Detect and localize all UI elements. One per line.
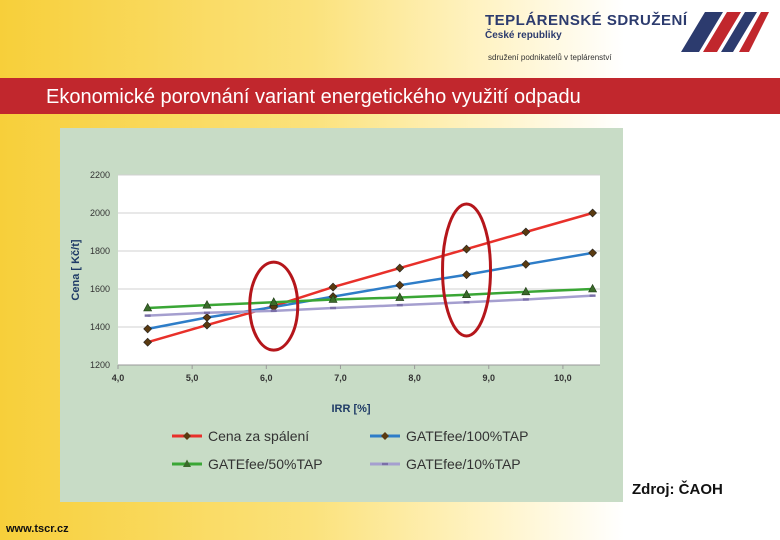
x-tick-label: 9,0 (483, 373, 496, 383)
data-point (588, 248, 598, 258)
data-point (463, 301, 470, 304)
x-tick-label: 5,0 (186, 373, 199, 383)
data-point (588, 283, 598, 293)
legend-marker (183, 432, 191, 440)
highlight-ellipse (248, 260, 300, 352)
chart-panel: 1200 1400 1600 1800 2000 2200 4,0 5,0 6,0 7,0 8,0 9… (60, 128, 623, 502)
data-point (328, 294, 338, 303)
data-point (143, 302, 153, 312)
plot-area (118, 175, 600, 365)
series-2 (143, 283, 598, 312)
logo-org-name: TEPLÁRENSKÉ SDRUŽENÍ (485, 12, 688, 29)
data-point (269, 297, 279, 306)
x-tick-label: 8,0 (408, 373, 421, 383)
legend-item: GATEfee/50%TAP (172, 456, 323, 472)
legend-marker (183, 459, 191, 467)
data-point (202, 320, 212, 330)
data-point (395, 292, 405, 301)
data-point (270, 309, 277, 313)
x-axis-label: IRR [%] (331, 403, 370, 415)
legend-label: GATEfee/100%TAP (406, 428, 528, 444)
series-line (147, 294, 593, 317)
x-tick-label: 4,0 (112, 373, 125, 383)
legend-label: GATEfee/50%TAP (208, 456, 323, 472)
data-point (522, 298, 529, 301)
data-point (521, 286, 531, 296)
data-point (589, 294, 596, 297)
series-line (147, 251, 593, 331)
series-line (147, 287, 593, 310)
highlight-ellipse (441, 202, 493, 338)
legend-item: GATEfee/10%TAP (370, 456, 521, 472)
footer-url[interactable]: www.tscr.cz (6, 523, 69, 535)
source-note: Zdroj: ČAOH (632, 481, 723, 498)
data-point (521, 227, 531, 237)
legend-label: Cena za spálení (208, 428, 309, 444)
data-point (462, 244, 471, 254)
data-point (202, 300, 212, 309)
data-point (521, 259, 531, 269)
series-line (147, 211, 593, 344)
legend-label: GATEfee/10%TAP (406, 456, 521, 472)
data-point (328, 282, 338, 292)
y-axis-label: Cena [ Kč/t] (70, 239, 82, 300)
line-chart: 1200 1400 1600 1800 2000 2200 4,0 5,0 6,0 7,0 8,0 9… (70, 170, 600, 472)
logo-tagline: sdružení podnikatelů v teplárenství (488, 53, 612, 62)
data-point (202, 313, 212, 322)
y-tick-label: 2200 (90, 170, 110, 180)
logo-org-country: České republiky (485, 30, 562, 41)
data-point (143, 324, 153, 334)
legend-item: GATEfee/100%TAP (370, 428, 528, 444)
data-point (462, 289, 472, 298)
data-point (396, 303, 403, 307)
data-point (395, 263, 405, 273)
legend-item: Cena za spálení (172, 428, 309, 444)
y-tick-label: 1400 (90, 322, 110, 332)
x-tick-label: 7,0 (334, 373, 347, 383)
data-point (203, 311, 210, 314)
y-tick-label: 1800 (90, 246, 110, 256)
data-point (462, 270, 471, 280)
series-3 (144, 294, 596, 317)
legend-marker (381, 432, 389, 440)
y-tick-label: 1600 (90, 284, 110, 294)
slide-title: Ekonomické porovnání variant energetické… (46, 86, 581, 108)
data-point (143, 337, 153, 347)
x-tick-label: 6,0 (260, 373, 273, 383)
y-tick-label: 1200 (90, 360, 110, 370)
organization-logo: TEPLÁRENSKÉ SDRUŽENÍ České republiky sdr… (485, 8, 775, 72)
title-bar (0, 78, 780, 114)
data-point (330, 306, 337, 310)
legend-marker (382, 462, 388, 466)
logo-stripes-icon (681, 12, 769, 52)
data-point (144, 314, 151, 317)
data-point (588, 208, 598, 218)
x-tick-label: 10,0 (554, 373, 572, 383)
data-point (395, 280, 405, 290)
y-tick-label: 2000 (90, 208, 110, 218)
